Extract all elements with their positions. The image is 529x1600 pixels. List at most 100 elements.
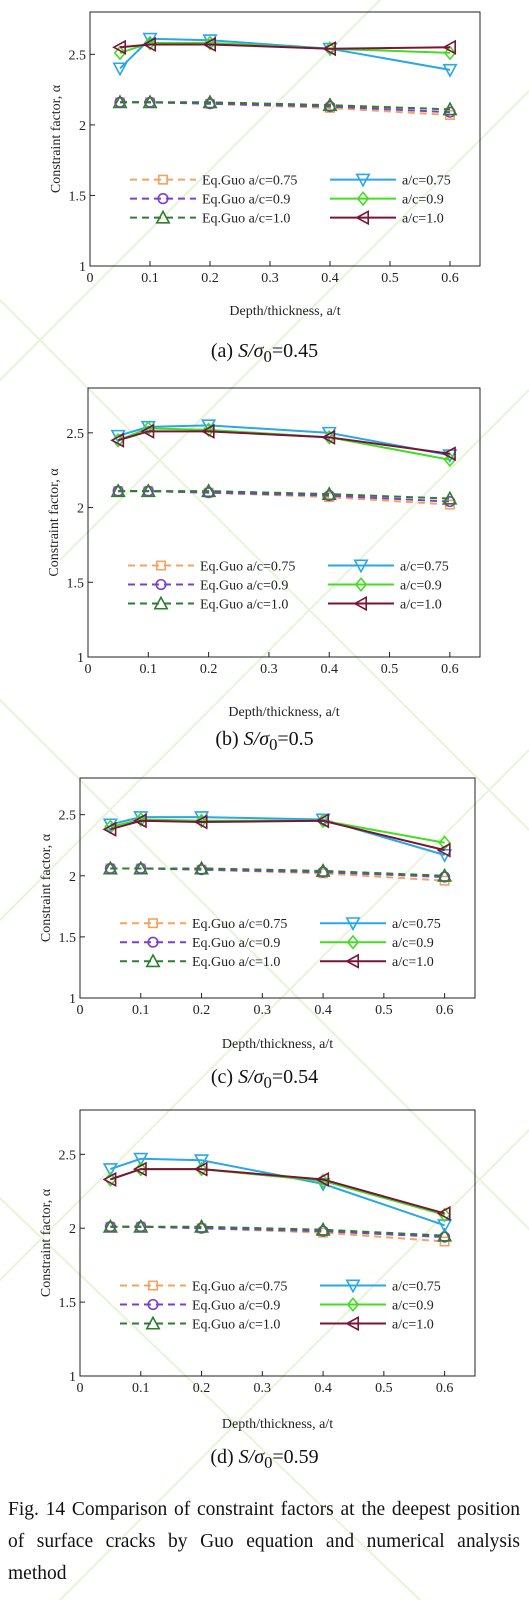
y-tick-label: 1	[79, 260, 86, 275]
data-point	[202, 36, 216, 53]
series-line	[110, 1168, 445, 1215]
series-line	[110, 819, 445, 852]
data-point	[140, 423, 155, 439]
series-line	[110, 867, 445, 877]
series-4	[111, 420, 457, 468]
data-point	[110, 483, 126, 498]
legend-entry: Eq.Guo a/c=0.9	[120, 936, 280, 951]
x-tick-label: 0.6	[436, 1003, 454, 1018]
data-point	[102, 1218, 118, 1233]
y-tick-label: 2	[69, 1222, 76, 1237]
chart-panel-a: 0 0.1 0.2 0.3 0.4 0.5 0.6 1 1.5 2 2.5 Depth/thickne…	[0, 0, 529, 385]
data-point	[133, 1218, 149, 1233]
y-tick-label: 2	[77, 502, 84, 517]
x-tick-label: 0.3	[260, 662, 278, 677]
data-point	[193, 1154, 210, 1169]
x-tick-label: 0.3	[254, 1381, 272, 1396]
legend-entry: Eq.Guo a/c=0.9	[128, 579, 288, 594]
x-tick-label: 0.6	[441, 662, 459, 677]
legend-entry: Eq.Guo a/c=0.75	[120, 917, 287, 932]
chart-a: 0 0.1 0.2 0.3 0.4 0.5 0.6 1 1.5 2 2.5 Depth/thickne…	[49, 11, 481, 319]
y-axis-label: Constraint factor, α	[39, 1188, 54, 1297]
legend-entry: a/c=1.0	[320, 953, 434, 970]
data-point	[142, 36, 156, 53]
x-tick-label: 0.1	[132, 1381, 150, 1396]
legend-entry: a/c=0.9	[320, 934, 434, 951]
legend-entry: a/c=0.75	[320, 917, 441, 932]
data-point	[132, 1161, 147, 1177]
y-tick-label: 1	[69, 1370, 76, 1385]
legend-label: a/c=1.0	[400, 598, 442, 613]
legend-marker	[353, 595, 368, 612]
data-point	[110, 432, 125, 448]
legend-label: a/c=0.9	[402, 193, 444, 208]
legend-marker	[145, 1315, 161, 1330]
data-point	[142, 94, 158, 109]
data-point	[315, 1171, 330, 1188]
series-line	[110, 1225, 445, 1237]
chart-panel-c: 0 0.1 0.2 0.3 0.4 0.5 0.6 1 1.5 2 2.5 Depth/thickne…	[0, 770, 529, 1125]
series-line	[117, 430, 450, 455]
legend-entry: Eq.Guo a/c=0.75	[128, 560, 295, 575]
series-line	[120, 101, 451, 111]
data-point	[193, 1218, 210, 1233]
y-tick-label: 2	[79, 119, 86, 134]
x-tick-label: 0.5	[375, 1003, 393, 1018]
data-point	[112, 94, 128, 109]
data-point	[442, 39, 457, 55]
legend-entry: a/c=0.75	[320, 1279, 441, 1295]
figure-caption: Fig. 14 Comparison of constraint factors…	[8, 1499, 520, 1584]
legend-marker	[345, 1279, 361, 1294]
y-axis-label: Constraint factor, α	[47, 468, 62, 577]
legend-entry: Eq.Guo a/c=1.0	[130, 209, 290, 227]
series-1	[114, 96, 456, 118]
y-tick-label: 2.5	[59, 1148, 77, 1163]
legend-marker	[157, 193, 169, 205]
data-point	[436, 1205, 451, 1221]
data-point	[441, 446, 456, 462]
legend-marker	[158, 174, 169, 185]
series-0	[105, 863, 450, 886]
data-point	[438, 835, 451, 851]
x-axis-label: Depth/thickness, a/t	[229, 304, 340, 319]
series-line	[110, 816, 445, 856]
legend-entry: Eq.Guo a/c=0.9	[120, 1299, 280, 1314]
legend-marker	[145, 953, 161, 968]
series-5	[112, 36, 457, 57]
legend-marker	[346, 1297, 360, 1313]
legend-marker	[356, 191, 370, 207]
y-axis-label: Constraint factor, α	[49, 84, 64, 193]
legend-entry: a/c=1.0	[320, 1316, 434, 1333]
legend-marker	[156, 560, 167, 571]
series-line	[110, 818, 445, 844]
subcaption-c: (c) S/σ0=0.54	[210, 1066, 319, 1092]
data-point	[322, 97, 338, 112]
series-3	[102, 1152, 453, 1234]
x-tick-label: 0.4	[314, 1381, 332, 1396]
legend-label: a/c=0.75	[392, 917, 441, 932]
legend-label: Eq.Guo a/c=0.75	[192, 1280, 287, 1295]
data-point	[102, 1171, 117, 1188]
chart-c: 0 0.1 0.2 0.3 0.4 0.5 0.6 1 1.5 2 2.5 Depth/thickne…	[39, 777, 476, 1052]
x-tick-label: 0.5	[381, 662, 399, 677]
series-line	[110, 1225, 445, 1239]
data-point	[112, 39, 126, 55]
data-point	[143, 35, 157, 51]
series-2	[110, 483, 458, 505]
x-tick-label: 0.6	[441, 271, 459, 286]
legend-marker	[355, 210, 370, 226]
data-point	[193, 860, 210, 875]
legend-entry: Eq.Guo a/c=0.9	[130, 193, 290, 208]
data-point	[315, 863, 331, 877]
legend-entry: a/c=0.75	[328, 560, 449, 575]
legend-marker	[345, 917, 361, 932]
series-line	[110, 867, 445, 882]
legend-entry: Eq.Guo a/c=1.0	[120, 953, 280, 970]
series-line	[117, 424, 451, 457]
data-point	[322, 41, 337, 57]
legend-entry: Eq.Guo a/c=0.75	[130, 174, 297, 189]
y-tick-label: 1	[69, 992, 76, 1007]
data-point	[321, 426, 337, 441]
plot-frame	[79, 777, 476, 999]
data-point	[133, 1152, 149, 1167]
